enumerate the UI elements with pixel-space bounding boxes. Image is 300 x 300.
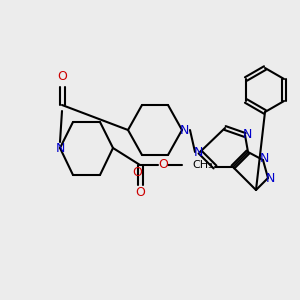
Text: O: O (132, 166, 142, 178)
Text: N: N (193, 146, 203, 158)
Text: O: O (135, 187, 145, 200)
Text: CH₃: CH₃ (192, 160, 213, 170)
Text: N: N (259, 152, 269, 164)
Text: N: N (55, 142, 65, 154)
Text: N: N (179, 124, 189, 136)
Text: N: N (265, 172, 275, 184)
Text: N: N (242, 128, 252, 142)
Text: O: O (57, 70, 67, 83)
Text: O: O (158, 158, 168, 172)
